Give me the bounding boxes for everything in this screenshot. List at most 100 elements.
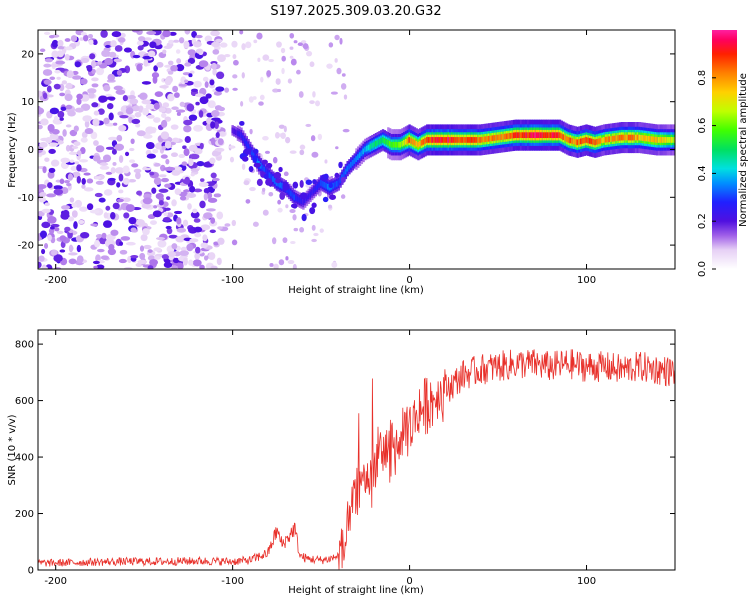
noise-speck	[167, 70, 174, 75]
noise-speck	[281, 55, 286, 62]
ridge-segment	[603, 137, 606, 143]
noise-speck	[140, 234, 148, 242]
noise-speck	[120, 236, 131, 241]
noise-speck	[253, 39, 258, 44]
colorbar-tick-label: 0.4	[697, 165, 708, 181]
noise-speck	[172, 85, 179, 93]
noise-speck	[217, 138, 224, 146]
noise-speck	[158, 188, 169, 193]
noise-speck	[38, 124, 43, 130]
noise-speck	[64, 38, 71, 42]
noise-speck	[39, 141, 48, 148]
noise-speck	[55, 60, 66, 65]
noise-speck	[86, 203, 94, 211]
noise-speck	[60, 106, 67, 111]
noise-speck	[38, 107, 45, 115]
noise-speck	[42, 69, 53, 76]
ridge-segment	[652, 136, 655, 143]
noise-speck	[70, 35, 78, 42]
ridge-segment	[488, 135, 491, 142]
noise-speck	[47, 123, 55, 132]
noise-speck	[64, 226, 71, 232]
noise-speck	[154, 91, 164, 97]
noise-speck	[145, 103, 155, 110]
ridge-segment	[610, 136, 613, 142]
noise-speck	[76, 175, 81, 184]
noise-speck	[224, 223, 231, 227]
noise-speck	[142, 55, 152, 60]
noise-speck	[209, 229, 216, 234]
noise-speck	[189, 185, 196, 193]
noise-speck	[154, 256, 161, 260]
ridge-segment	[624, 134, 627, 141]
noise-speck	[73, 141, 81, 147]
noise-speck	[57, 39, 64, 48]
noise-speck	[79, 37, 85, 41]
noise-speck	[188, 259, 194, 266]
ridge-segment	[388, 140, 392, 147]
noise-speck	[207, 100, 216, 109]
noise-speck	[44, 58, 53, 63]
noise-speck	[211, 110, 220, 118]
ridge-segment	[360, 150, 364, 157]
ridge-segment	[277, 181, 280, 187]
ridge-segment	[627, 134, 631, 141]
snr-marks	[38, 349, 675, 570]
noise-speck	[202, 234, 208, 242]
noise-speck	[76, 255, 84, 264]
ridge-segment	[491, 135, 494, 142]
colorbar-tick-label: 0.6	[697, 118, 708, 134]
noise-speck	[142, 107, 150, 116]
ridge-blob	[248, 165, 254, 173]
ridge-segment	[507, 133, 510, 139]
ridge-segment	[401, 140, 404, 147]
noise-speck	[205, 93, 212, 99]
noise-speck	[143, 37, 152, 41]
noise-speck	[105, 205, 111, 211]
noise-speck	[166, 196, 171, 200]
noise-speck	[88, 39, 94, 46]
noise-speck	[231, 40, 238, 48]
ridge-segment	[431, 137, 434, 143]
ridge-segment	[263, 166, 266, 173]
noise-speck	[80, 137, 88, 143]
noise-speck	[193, 218, 201, 223]
noise-speck	[212, 68, 217, 76]
noise-speck	[170, 152, 178, 158]
noise-speck	[118, 173, 124, 182]
noise-speck	[249, 128, 253, 135]
noise-speck	[46, 94, 54, 98]
noise-speck	[336, 67, 342, 75]
noise-speck	[262, 54, 270, 61]
ridge-segment	[535, 132, 539, 139]
noise-speck	[200, 178, 205, 182]
ridge-segment	[588, 138, 592, 144]
x-tick-label: -100	[221, 275, 244, 286]
ridge-segment	[661, 137, 664, 143]
noise-speck	[296, 69, 301, 75]
ridge-segment	[484, 136, 487, 143]
ridge-segment	[631, 134, 634, 141]
noise-speck	[289, 55, 294, 59]
noise-speck	[184, 136, 191, 144]
noise-speck	[92, 118, 100, 127]
noise-speck	[175, 49, 181, 54]
y-tick-label: 0	[28, 566, 34, 577]
ridge-segment	[403, 139, 406, 146]
noise-speck	[334, 58, 338, 63]
noise-speck	[132, 30, 140, 33]
ridge-segment	[242, 135, 245, 141]
noise-speck	[188, 144, 198, 152]
ridge-blob	[275, 178, 282, 184]
noise-speck	[200, 242, 208, 249]
noise-speck	[232, 54, 237, 60]
ridge-segment	[560, 133, 563, 139]
ridge-segment	[256, 158, 259, 164]
noise-speck	[142, 167, 152, 171]
ridge-segment	[672, 137, 675, 143]
noise-speck	[335, 146, 339, 150]
noise-speck	[194, 252, 201, 260]
ridge-segment	[557, 132, 560, 139]
noise-speck	[100, 30, 108, 38]
noise-speck	[287, 259, 295, 265]
